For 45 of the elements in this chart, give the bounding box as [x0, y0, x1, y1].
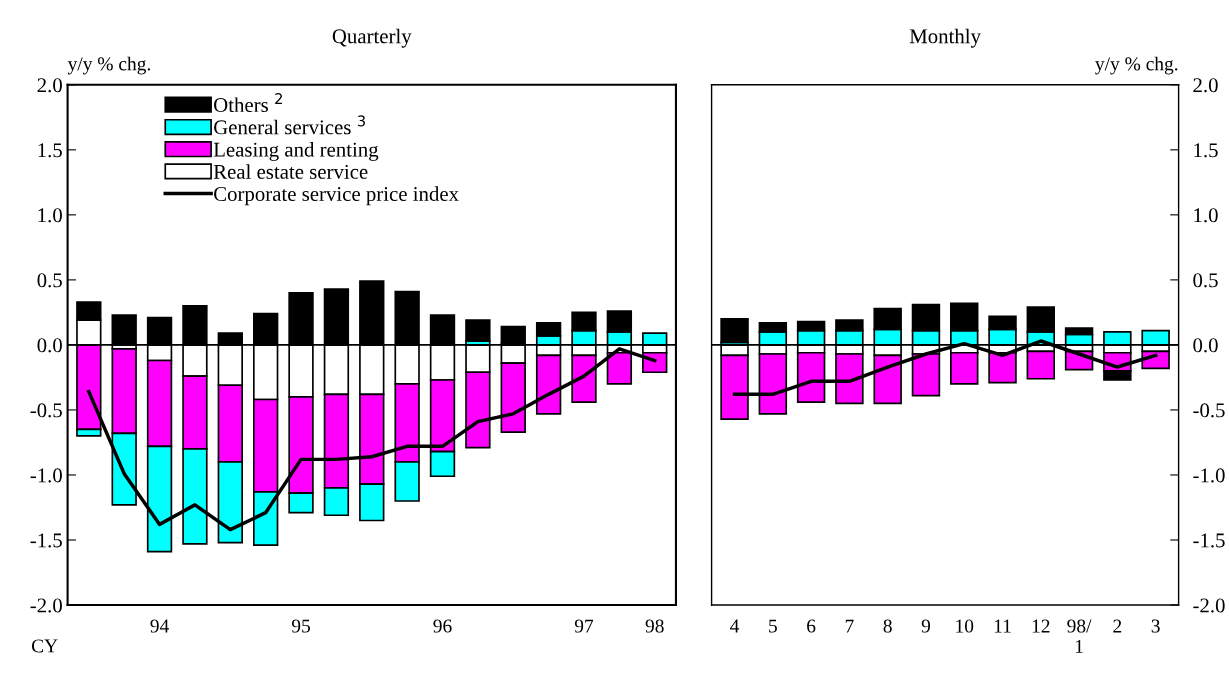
x-tick-label: 98 [645, 619, 664, 633]
y-tick-label: -0.5 [30, 403, 62, 418]
y-tick-label: -2.0 [1193, 598, 1225, 613]
y-tick-label: 0.5 [1193, 273, 1218, 288]
x-tick-label: 94 [150, 619, 169, 633]
x-tick-label: 6 [807, 619, 816, 633]
y-tick-label: -1.0 [30, 468, 62, 483]
legend-label: Leasing and renting [213, 142, 379, 161]
x-tick-label: 98/ 1 [1067, 619, 1092, 653]
y-tick-label: 0.0 [1193, 338, 1218, 353]
x-tick-label: 9 [921, 619, 931, 633]
y-tick-label: -1.5 [30, 533, 62, 548]
y-tick-label: 1.0 [38, 208, 62, 223]
x-tick-label: 2 [1113, 619, 1122, 633]
legend-label: Real estate service [213, 164, 368, 179]
y-tick-label: -1.5 [1193, 533, 1225, 548]
x-tick-label: 7 [845, 619, 854, 633]
y-axis-title: y/y % chg. [67, 56, 151, 75]
x-tick-label: 97 [574, 619, 594, 633]
legend-label: General services $^{3}$ [214, 115, 365, 135]
x-tick-label: 96 [433, 619, 452, 633]
chart-title: Monthly [909, 28, 981, 48]
x-tick-label: 10 [956, 619, 974, 633]
x-tick-label: 4 [730, 619, 740, 633]
y-tick-label: 2.0 [37, 78, 62, 93]
x-tick-label: 5 [769, 619, 777, 633]
y-tick-label: -1.0 [1193, 468, 1225, 483]
x-tick-label: 12 [1032, 619, 1050, 633]
x-tick-label: 11 [994, 619, 1011, 633]
legend-label: Corporate service price index [214, 186, 459, 206]
x-tick-label: 95 [291, 619, 310, 633]
y-tick-label: 0.5 [37, 273, 62, 288]
y-tick-label: 1.5 [1194, 143, 1218, 158]
x-tick-label: 3 [1151, 619, 1160, 633]
y-tick-label: 0.0 [37, 338, 62, 353]
y-tick-label: -0.5 [1193, 403, 1225, 418]
y-tick-label: 1.5 [38, 143, 62, 158]
y-tick-label: -2.0 [30, 598, 62, 613]
y-axis-title: y/y % chg. [1095, 56, 1178, 75]
legend-label: Others $^{2}$ [214, 93, 282, 113]
y-tick-label: 2.0 [1193, 78, 1218, 93]
chart-title: Quarterly [332, 28, 412, 48]
x-tick-label: 8 [883, 619, 892, 633]
y-tick-label: 1.0 [1194, 208, 1218, 223]
text: CY [31, 639, 58, 653]
